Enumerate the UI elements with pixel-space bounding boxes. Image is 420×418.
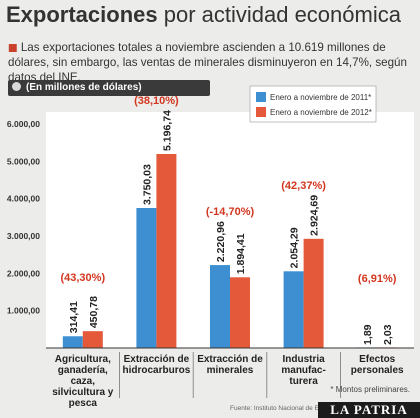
category-label: Extracción de	[197, 354, 263, 365]
bar-2011	[136, 207, 157, 348]
bar-2012	[156, 153, 177, 348]
y-tick-label: 5.000,00	[7, 156, 40, 166]
value-label: 1,89	[362, 324, 374, 345]
category-label: ganadería,	[58, 365, 108, 376]
value-label: 450,78	[88, 296, 100, 328]
value-label: 314,41	[68, 301, 80, 333]
source-text: Fuente: Instituto Nacional de Estadístic…	[230, 405, 352, 412]
category-label: minerales	[207, 365, 254, 376]
category-label: hidrocarburos	[123, 365, 191, 376]
category-label: pesca	[69, 398, 98, 409]
category-label: personales	[351, 365, 404, 376]
change-label: (38,10%)	[134, 95, 179, 107]
bar-2011	[210, 265, 230, 348]
y-tick-label: 6.000,00	[7, 119, 40, 129]
bar-2011	[62, 336, 83, 348]
bullet-icon: ◼	[8, 41, 18, 54]
footnote: * Montos preliminares.	[330, 385, 410, 394]
value-label: 2,03	[382, 324, 394, 345]
y-tick-label: 2.000,00	[7, 268, 40, 278]
units-label: (En millones de dólares)	[26, 82, 142, 93]
bar-2012	[82, 331, 103, 348]
title-rest: por actividad económica	[157, 2, 401, 27]
legend-swatch	[256, 92, 266, 102]
change-label: (42,37%)	[281, 180, 326, 192]
value-label: 2.054,29	[289, 227, 301, 268]
units-banner: (En millones de dólares)	[8, 80, 210, 96]
change-label: (6,91%)	[358, 273, 397, 285]
value-label: 5.196,74	[161, 110, 173, 151]
y-tick-label: 1.000,00	[7, 306, 40, 316]
title-bold: Exportaciones	[6, 2, 158, 27]
category-label: caza,	[71, 376, 96, 387]
category-label: Industria	[282, 354, 325, 365]
category-label: Agricultura,	[55, 354, 111, 365]
bar-2012	[230, 277, 250, 348]
legend-label: Enero a noviembre de 2012*	[270, 108, 372, 117]
bar-2011	[283, 271, 304, 348]
circle-icon	[12, 82, 21, 91]
legend-box	[249, 85, 377, 123]
value-label: 3.750,03	[141, 164, 153, 205]
category-label: silvicultura y	[52, 387, 114, 398]
category-label: Extracción de	[124, 354, 190, 365]
category-label: manufac-	[281, 365, 325, 376]
value-label: 1.894,41	[235, 233, 247, 274]
category-label: Efectos	[359, 354, 396, 365]
legend-swatch	[256, 107, 266, 117]
change-label: (-14,70%)	[206, 206, 255, 218]
bar-2012	[303, 238, 324, 348]
category-label: turera	[289, 376, 318, 387]
y-tick-label: 3.000,00	[7, 231, 40, 241]
value-label: 2.220,96	[215, 221, 227, 262]
change-label: (43,30%)	[60, 272, 105, 284]
value-label: 2.924,69	[309, 195, 321, 236]
y-tick-label: 4.000,00	[7, 194, 40, 204]
chart-title: Exportaciones por actividad económica	[6, 2, 401, 28]
legend-label: Enero a noviembre de 2011*	[270, 93, 371, 102]
brand-logo: LA PATRIA	[318, 402, 420, 418]
